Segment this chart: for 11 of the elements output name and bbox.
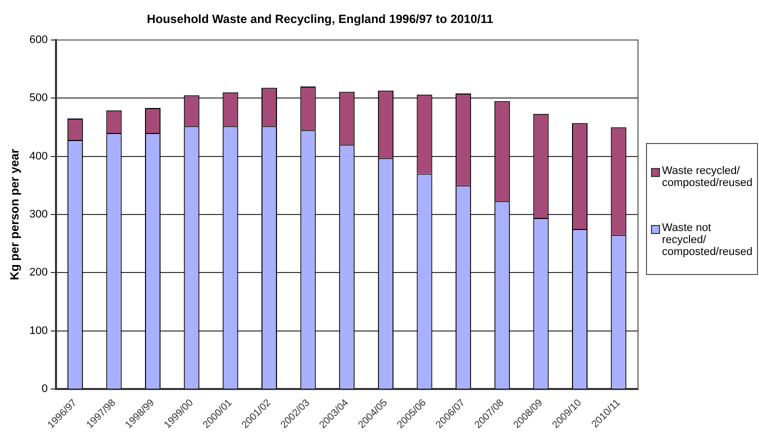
chart-title: Household Waste and Recycling, England 1996/97 to 2010/11 — [146, 12, 494, 26]
y-tick-label: 400 — [29, 150, 48, 162]
y-tick-label: 500 — [29, 92, 48, 104]
y-tick-label: 300 — [29, 208, 48, 221]
y-tick-label: 0 — [42, 382, 48, 395]
y-tick-label: 600 — [29, 34, 48, 46]
legend-label: Waste not recycled/ composted/reused — [662, 222, 754, 258]
y-tick-label: 200 — [29, 266, 48, 279]
y-axis-title: Kg per person per year — [8, 148, 22, 280]
y-tick-label: 100 — [29, 324, 48, 337]
legend-label: Waste recycled/ composted/reused — [662, 164, 754, 188]
